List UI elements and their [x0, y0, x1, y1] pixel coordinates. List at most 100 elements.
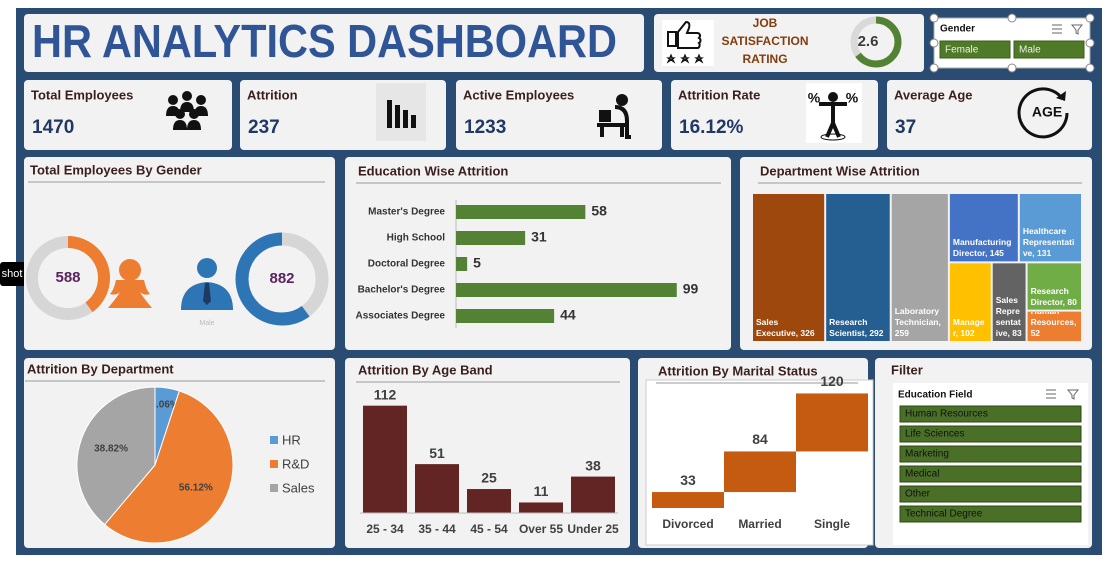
- data-label: 51: [429, 445, 445, 461]
- slicer-item-label: Male: [1019, 45, 1041, 56]
- category-label: 35 - 44: [418, 522, 456, 536]
- slicer-item[interactable]: [899, 405, 1082, 423]
- person-head: [828, 92, 838, 102]
- treemap-tile: [891, 194, 948, 341]
- waterfall-bar: [724, 451, 796, 493]
- waterfall-bar: [796, 393, 868, 452]
- bar: [467, 489, 511, 513]
- data-label: 25: [481, 470, 497, 486]
- category-label: 45 - 54: [470, 522, 508, 536]
- donut-arc: [26, 236, 110, 320]
- treemap-tile: [753, 194, 825, 341]
- slicer-title: Education Field: [898, 390, 972, 401]
- female-head: [119, 259, 141, 281]
- slicer-title: Gender: [940, 24, 975, 35]
- kpi-value: 16.12%: [679, 117, 744, 138]
- slicer-toolbar-icons[interactable]: [1052, 24, 1084, 35]
- panel: [24, 80, 232, 150]
- category-label: Divorced: [662, 517, 713, 531]
- panel: [887, 80, 1092, 150]
- treemap-label: Research Scientist, 292: [829, 317, 884, 338]
- donut-value: 588: [55, 269, 80, 286]
- kpi-label: Active Employees: [463, 87, 574, 102]
- bar: [456, 309, 555, 323]
- slicer-item[interactable]: [899, 485, 1082, 503]
- icon-bar: [387, 100, 392, 128]
- data-label: 112: [374, 386, 397, 402]
- age-arrow: [1056, 91, 1066, 101]
- chart-title: Attrition By Marital Status: [658, 363, 818, 378]
- kpi-label: Attrition Rate: [678, 87, 760, 102]
- treemap-label: Human Resources, 52: [1030, 312, 1077, 338]
- treemap-tile: [826, 194, 890, 341]
- treemap-label: Laboratory Technician, 259: [894, 306, 941, 338]
- male-tie: [203, 283, 211, 305]
- chart-title: Department Wise Attrition: [760, 163, 920, 178]
- slicer-item-label: Female: [945, 45, 979, 56]
- bar: [456, 205, 586, 219]
- legend-label: Sales: [282, 480, 315, 495]
- legend-label: HR: [282, 432, 301, 447]
- slicer-item[interactable]: [899, 425, 1082, 443]
- bar: [571, 476, 615, 513]
- satisfaction-value: 2.6: [858, 33, 879, 50]
- treemap-label: Manufacturing Director, 145: [952, 237, 1012, 259]
- slicer-item[interactable]: [899, 445, 1082, 463]
- icon-bar: [411, 115, 416, 128]
- slicer-item[interactable]: [939, 40, 1011, 59]
- title-panel: [24, 14, 644, 72]
- kpi-icon: %%: [806, 83, 862, 143]
- legend-label: R&D: [282, 456, 309, 471]
- male-head: [197, 258, 217, 278]
- treemap-label-box: Human Resources, 52: [1030, 312, 1077, 338]
- treemap-tile: [992, 263, 1026, 341]
- slicer-item[interactable]: [899, 465, 1082, 483]
- slicer-item[interactable]: [899, 505, 1082, 523]
- kpi-icon: [166, 91, 208, 130]
- kpi-value: 37: [895, 117, 916, 138]
- treemap-label-box: Sales Representative, 83: [996, 295, 1022, 338]
- person-head: [616, 94, 628, 106]
- icon-bar: [395, 105, 400, 128]
- category-label: High School: [387, 233, 446, 244]
- kpi-icon: [376, 83, 426, 141]
- person-desk: [597, 105, 631, 139]
- kpi-label: Average Age: [894, 87, 973, 102]
- gauge-arc: [850, 16, 902, 68]
- data-label: 99: [683, 281, 699, 297]
- treemap-label-box: Manager, 102: [953, 317, 985, 338]
- waterfall-bar: [652, 492, 724, 508]
- data-label: 5: [473, 255, 481, 271]
- data-label: 56.12%: [179, 482, 213, 493]
- person-head: [175, 109, 185, 119]
- slicer-toolbar-icons[interactable]: [1046, 389, 1080, 400]
- slicer-item[interactable]: [1013, 40, 1085, 59]
- data-label: 58: [591, 203, 607, 219]
- person-head: [182, 91, 192, 101]
- person-body: [180, 102, 194, 112]
- satisfaction-label: JOB: [753, 16, 778, 30]
- pie-slice: [76, 386, 156, 526]
- category-label: Doctoral Degree: [368, 259, 446, 270]
- data-label: 44: [560, 307, 576, 323]
- kpi-label: Total Employees: [31, 87, 133, 102]
- treemap-tile: [949, 194, 1018, 262]
- person-head: [196, 95, 206, 105]
- pedestal: [820, 133, 846, 141]
- category-label: Under 25: [567, 522, 619, 536]
- data-label: 5.06%: [150, 400, 178, 411]
- data-label: 38.82%: [94, 444, 128, 455]
- category-label: Bachelor's Degree: [358, 285, 446, 296]
- pie-slice: [103, 390, 234, 544]
- treemap-label-box: Healthcare Representative, 131: [1023, 226, 1075, 258]
- treemap-label: Research Director, 80: [1030, 285, 1077, 307]
- bar: [519, 502, 563, 513]
- female-body: [108, 280, 152, 308]
- satisfaction-label: RATING: [742, 52, 787, 66]
- category-label: Associates Degree: [356, 311, 446, 322]
- icon-bg: [376, 83, 426, 141]
- satisfaction-label: SATISFACTION: [721, 34, 808, 48]
- kpi-value: 1233: [464, 117, 506, 138]
- category-label: Married: [738, 517, 781, 531]
